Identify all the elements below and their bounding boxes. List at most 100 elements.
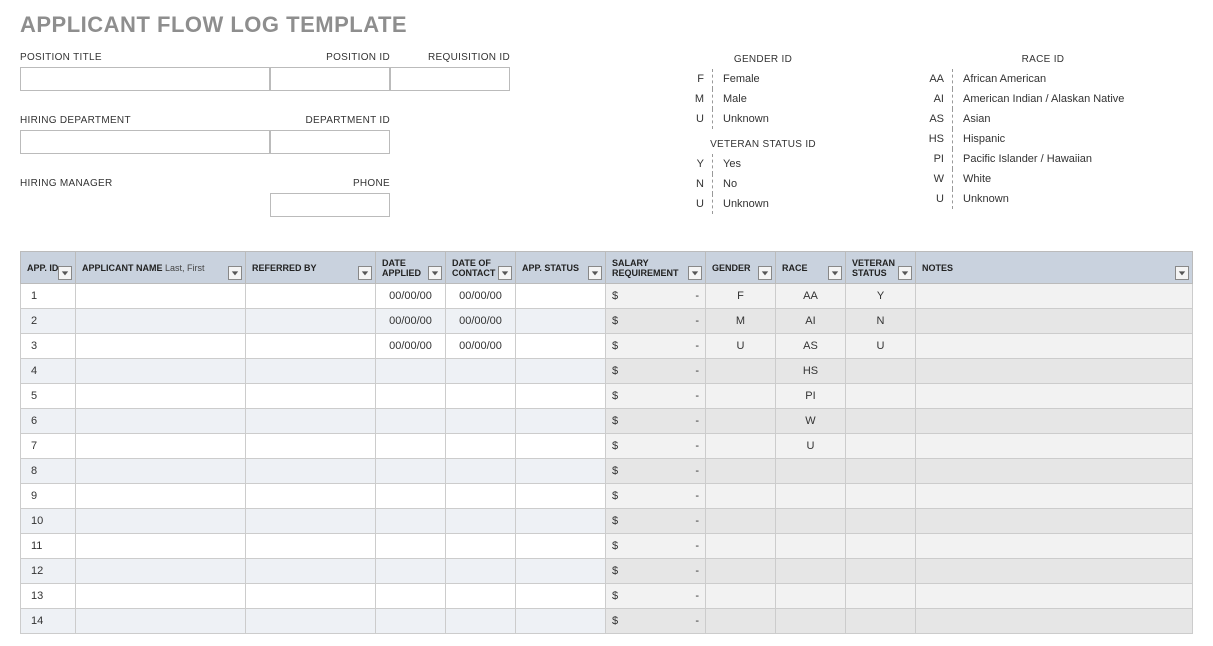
- cell-status[interactable]: [516, 384, 606, 409]
- cell-race[interactable]: [776, 559, 846, 584]
- cell-referred_by[interactable]: [246, 284, 376, 309]
- cell-referred_by[interactable]: [246, 559, 376, 584]
- filter-dropdown-gender[interactable]: [758, 266, 772, 280]
- cell-date_contact[interactable]: [446, 459, 516, 484]
- cell-notes[interactable]: [916, 284, 1193, 309]
- filter-dropdown-notes[interactable]: [1175, 266, 1189, 280]
- cell-app_id[interactable]: 12: [21, 559, 76, 584]
- cell-app_id[interactable]: 13: [21, 584, 76, 609]
- cell-status[interactable]: [516, 534, 606, 559]
- cell-gender[interactable]: [706, 609, 776, 634]
- cell-date_applied[interactable]: [376, 434, 446, 459]
- cell-race[interactable]: PI: [776, 384, 846, 409]
- cell-gender[interactable]: [706, 384, 776, 409]
- cell-race[interactable]: [776, 584, 846, 609]
- cell-date_contact[interactable]: [446, 534, 516, 559]
- filter-dropdown-name[interactable]: [228, 266, 242, 280]
- cell-referred_by[interactable]: [246, 609, 376, 634]
- cell-status[interactable]: [516, 334, 606, 359]
- cell-app_id[interactable]: 14: [21, 609, 76, 634]
- cell-date_contact[interactable]: [446, 584, 516, 609]
- cell-date_applied[interactable]: [376, 559, 446, 584]
- cell-veteran[interactable]: [846, 434, 916, 459]
- cell-status[interactable]: [516, 284, 606, 309]
- cell-app_id[interactable]: 2: [21, 309, 76, 334]
- cell-gender[interactable]: [706, 509, 776, 534]
- cell-notes[interactable]: [916, 584, 1193, 609]
- cell-salary[interactable]: $-: [606, 584, 706, 609]
- hiring-department-input[interactable]: [20, 130, 270, 154]
- cell-status[interactable]: [516, 309, 606, 334]
- cell-gender[interactable]: F: [706, 284, 776, 309]
- cell-date_applied[interactable]: [376, 384, 446, 409]
- cell-veteran[interactable]: [846, 559, 916, 584]
- filter-dropdown-status[interactable]: [588, 266, 602, 280]
- cell-veteran[interactable]: [846, 534, 916, 559]
- cell-app_id[interactable]: 11: [21, 534, 76, 559]
- cell-date_applied[interactable]: [376, 609, 446, 634]
- cell-veteran[interactable]: [846, 359, 916, 384]
- cell-date_contact[interactable]: 00/00/00: [446, 334, 516, 359]
- cell-date_contact[interactable]: [446, 484, 516, 509]
- cell-date_contact[interactable]: [446, 609, 516, 634]
- cell-race[interactable]: [776, 534, 846, 559]
- cell-salary[interactable]: $-: [606, 509, 706, 534]
- cell-salary[interactable]: $-: [606, 609, 706, 634]
- cell-salary[interactable]: $-: [606, 559, 706, 584]
- cell-status[interactable]: [516, 434, 606, 459]
- cell-notes[interactable]: [916, 484, 1193, 509]
- cell-app_id[interactable]: 4: [21, 359, 76, 384]
- cell-veteran[interactable]: [846, 459, 916, 484]
- requisition-id-input[interactable]: [390, 67, 510, 91]
- filter-dropdown-referred_by[interactable]: [358, 266, 372, 280]
- cell-app_id[interactable]: 7: [21, 434, 76, 459]
- cell-name[interactable]: [76, 609, 246, 634]
- cell-gender[interactable]: [706, 484, 776, 509]
- cell-date_contact[interactable]: [446, 434, 516, 459]
- cell-name[interactable]: [76, 559, 246, 584]
- cell-date_applied[interactable]: [376, 359, 446, 384]
- cell-veteran[interactable]: [846, 409, 916, 434]
- cell-app_id[interactable]: 6: [21, 409, 76, 434]
- cell-name[interactable]: [76, 534, 246, 559]
- cell-salary[interactable]: $-: [606, 409, 706, 434]
- filter-dropdown-date_applied[interactable]: [428, 266, 442, 280]
- cell-referred_by[interactable]: [246, 309, 376, 334]
- cell-status[interactable]: [516, 559, 606, 584]
- cell-name[interactable]: [76, 409, 246, 434]
- cell-date_contact[interactable]: [446, 509, 516, 534]
- cell-date_contact[interactable]: 00/00/00: [446, 284, 516, 309]
- cell-race[interactable]: [776, 459, 846, 484]
- cell-status[interactable]: [516, 359, 606, 384]
- cell-date_applied[interactable]: [376, 409, 446, 434]
- cell-notes[interactable]: [916, 559, 1193, 584]
- position-title-input[interactable]: [20, 67, 270, 91]
- cell-notes[interactable]: [916, 384, 1193, 409]
- filter-dropdown-race[interactable]: [828, 266, 842, 280]
- cell-referred_by[interactable]: [246, 509, 376, 534]
- cell-date_applied[interactable]: [376, 484, 446, 509]
- position-id-input[interactable]: [270, 67, 390, 91]
- cell-date_contact[interactable]: [446, 409, 516, 434]
- cell-name[interactable]: [76, 509, 246, 534]
- cell-status[interactable]: [516, 584, 606, 609]
- department-id-input[interactable]: [270, 130, 390, 154]
- cell-veteran[interactable]: Y: [846, 284, 916, 309]
- cell-veteran[interactable]: [846, 484, 916, 509]
- cell-referred_by[interactable]: [246, 459, 376, 484]
- cell-notes[interactable]: [916, 409, 1193, 434]
- cell-gender[interactable]: M: [706, 309, 776, 334]
- cell-status[interactable]: [516, 409, 606, 434]
- cell-date_applied[interactable]: 00/00/00: [376, 284, 446, 309]
- cell-gender[interactable]: U: [706, 334, 776, 359]
- cell-salary[interactable]: $-: [606, 384, 706, 409]
- cell-race[interactable]: [776, 484, 846, 509]
- cell-veteran[interactable]: N: [846, 309, 916, 334]
- cell-referred_by[interactable]: [246, 409, 376, 434]
- filter-dropdown-veteran[interactable]: [898, 266, 912, 280]
- cell-date_contact[interactable]: [446, 559, 516, 584]
- cell-notes[interactable]: [916, 609, 1193, 634]
- cell-veteran[interactable]: U: [846, 334, 916, 359]
- filter-dropdown-app_id[interactable]: [58, 266, 72, 280]
- cell-name[interactable]: [76, 359, 246, 384]
